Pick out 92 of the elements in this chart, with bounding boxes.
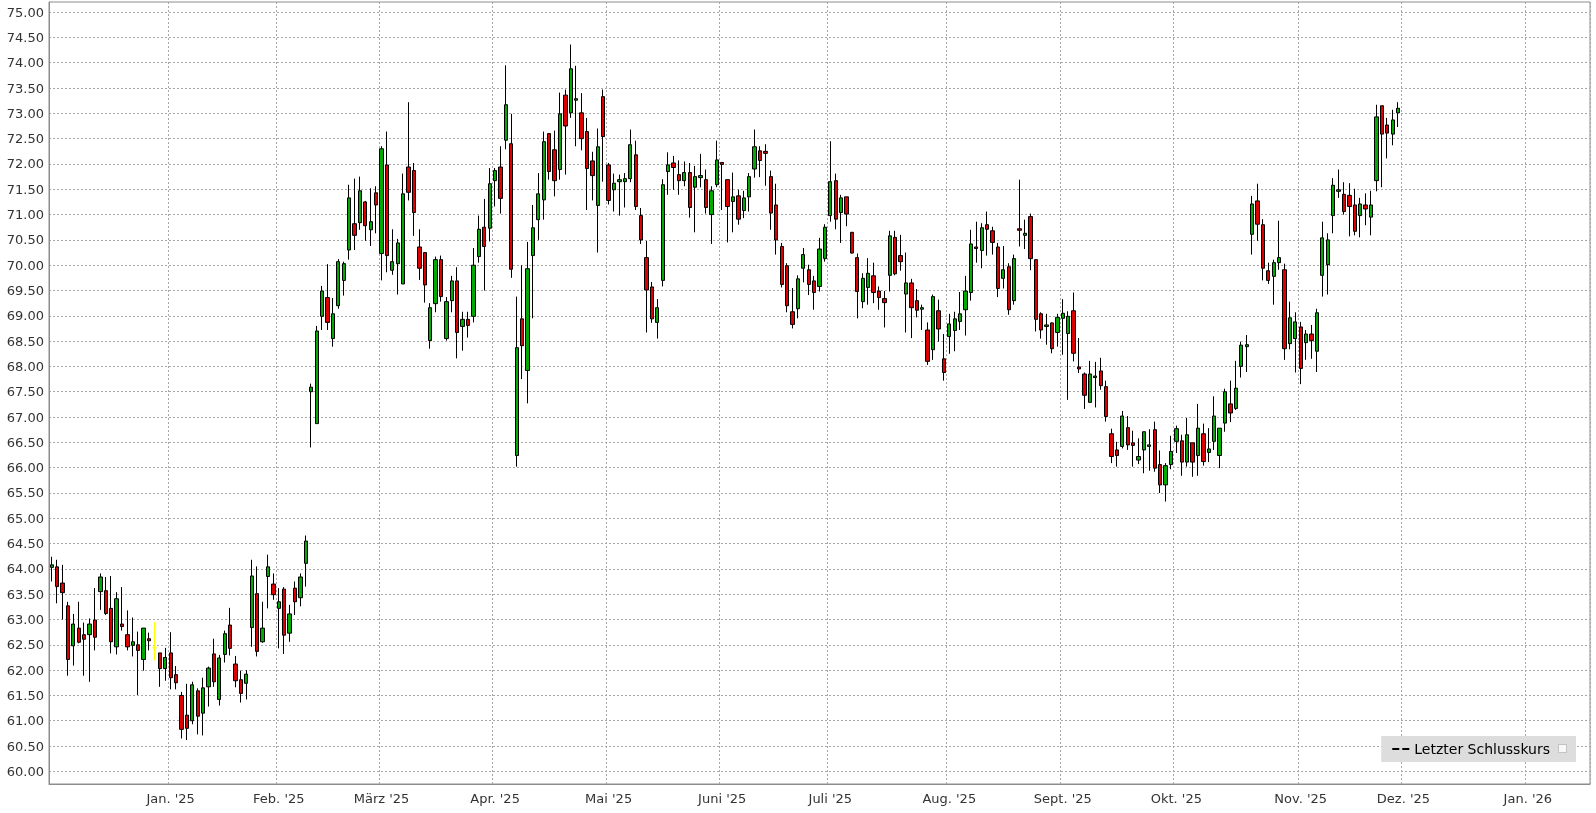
y-tick-label: 73.50	[6, 80, 44, 96]
candlestick	[271, 572, 276, 601]
candlestick	[1320, 221, 1324, 298]
y-tick-label: 61.00	[6, 713, 44, 729]
candlestick	[531, 204, 535, 319]
candlestick	[828, 140, 832, 223]
candlestick	[504, 64, 508, 150]
y-tick-label: 67.00	[6, 409, 44, 425]
candlestick	[1239, 341, 1243, 379]
candlestick	[850, 231, 854, 255]
candlestick	[947, 313, 951, 355]
y-tick-label: 68.50	[6, 333, 44, 349]
candlestick	[1077, 337, 1081, 374]
x-tick-label: Aug. '25	[922, 791, 977, 806]
candlestick	[509, 113, 513, 279]
y-tick-label: 64.00	[6, 561, 44, 577]
candlestick	[471, 247, 476, 323]
x-tick-label: Jan. '26	[1502, 791, 1553, 806]
x-tick-label: Jan. '25	[145, 791, 195, 806]
x-tick-label: Juni '25	[697, 791, 747, 806]
candlestick	[336, 258, 340, 310]
candlestick	[536, 172, 540, 241]
x-tick-label: Okt. '25	[1150, 791, 1202, 806]
candlestick	[661, 178, 665, 287]
y-tick-label: 72.00	[6, 156, 44, 172]
candlestick	[855, 253, 859, 319]
candlestick	[266, 554, 270, 609]
candlestick	[1245, 334, 1249, 373]
candlestick	[639, 207, 643, 245]
candlestick	[369, 187, 373, 247]
candlestick	[1099, 357, 1103, 391]
x-tick-label: Juli '25	[807, 791, 853, 806]
x-tick-label: Nov. '25	[1274, 791, 1328, 806]
y-tick-label: 70.50	[6, 232, 44, 248]
candlestick	[601, 89, 605, 183]
candlestick	[515, 296, 519, 468]
x-tick-label: Mai '25	[585, 791, 633, 806]
candlestick	[1104, 380, 1108, 423]
y-tick-label: 74.50	[6, 29, 44, 45]
candlestick	[428, 302, 432, 350]
candlestick	[882, 290, 887, 328]
x-tick-label: Apr. '25	[470, 791, 520, 806]
candlestick	[488, 167, 492, 242]
candlestick	[796, 274, 800, 319]
candlestick	[990, 226, 995, 256]
y-tick-label: 62.50	[6, 637, 44, 653]
y-tick-label: 66.50	[6, 434, 44, 450]
y-tick-label: 60.00	[6, 763, 44, 779]
candlestick	[1326, 232, 1330, 296]
x-tick-label: Dez. '25	[1376, 791, 1431, 806]
x-tick-label: März '25	[353, 791, 410, 806]
candlestick	[801, 247, 805, 283]
candlestick	[1017, 179, 1022, 247]
candlestick	[152, 621, 157, 661]
y-tick-label: 67.50	[6, 384, 44, 400]
legend-label: Letzter Schlusskurs	[1414, 741, 1551, 757]
y-tick-label: 69.00	[6, 308, 44, 324]
y-tick-label: 66.00	[6, 460, 44, 476]
y-tick-label: 64.50	[6, 536, 44, 552]
y-tick-label: 70.00	[6, 257, 44, 273]
y-tick-label: 71.50	[6, 181, 44, 197]
candlestick	[1169, 435, 1173, 470]
candlestick	[309, 383, 313, 448]
candlestick	[342, 261, 346, 297]
y-tick-label: 65.50	[6, 485, 44, 501]
candlestick	[634, 140, 638, 211]
candlestick	[304, 534, 308, 588]
y-tick-label: 61.50	[6, 687, 44, 703]
y-tick-label: 62.00	[6, 662, 44, 678]
y-tick-label: 74.00	[6, 55, 44, 71]
y-tick-label: 75.00	[6, 4, 44, 20]
candlestick	[1136, 437, 1141, 465]
y-tick-label: 71.00	[6, 207, 44, 223]
y-tick-label: 65.00	[6, 510, 44, 526]
candlestick	[1266, 262, 1270, 285]
candlestick	[315, 325, 319, 425]
x-tick-label: Sept. '25	[1033, 791, 1092, 806]
y-tick-label: 63.00	[6, 612, 44, 627]
y-tick-label: 63.50	[6, 586, 44, 602]
x-tick-label: Feb. '25	[253, 791, 305, 806]
candlestick	[1396, 101, 1400, 128]
y-tick-label: 73.00	[6, 105, 44, 121]
candlestick	[942, 333, 946, 382]
candlestick	[790, 287, 795, 329]
y-tick-label: 60.50	[6, 738, 44, 754]
candlestick	[390, 228, 394, 276]
candlestick	[1120, 410, 1124, 449]
y-tick-label: 72.50	[6, 131, 44, 147]
candlestick	[1391, 109, 1395, 146]
y-tick-label: 69.50	[6, 283, 44, 298]
y-tick-label: 68.00	[6, 358, 44, 374]
candlestick	[444, 296, 449, 342]
